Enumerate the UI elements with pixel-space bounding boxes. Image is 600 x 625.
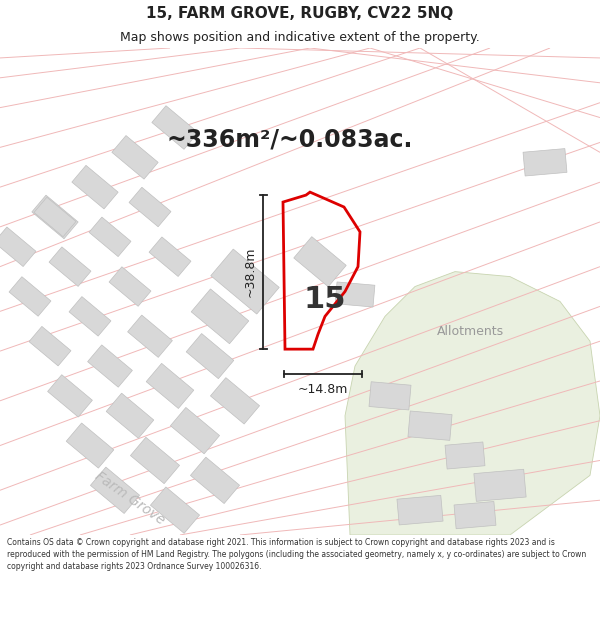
Polygon shape (9, 277, 51, 316)
Polygon shape (146, 363, 194, 409)
Polygon shape (106, 393, 154, 438)
Polygon shape (109, 267, 151, 306)
Text: Farm Grove: Farm Grove (92, 469, 167, 528)
Text: ~336m²/~0.083ac.: ~336m²/~0.083ac. (167, 127, 413, 151)
Text: ~14.8m: ~14.8m (298, 383, 348, 396)
Polygon shape (191, 289, 249, 344)
Polygon shape (29, 326, 71, 366)
Polygon shape (89, 217, 131, 257)
Polygon shape (523, 149, 567, 176)
Polygon shape (294, 237, 346, 287)
Polygon shape (72, 166, 118, 209)
Polygon shape (170, 408, 220, 454)
Polygon shape (335, 282, 375, 307)
Text: Allotments: Allotments (436, 325, 503, 338)
Polygon shape (149, 237, 191, 276)
Polygon shape (130, 438, 179, 484)
Text: 15: 15 (304, 285, 346, 314)
Polygon shape (69, 297, 111, 336)
Polygon shape (211, 378, 260, 424)
Polygon shape (49, 247, 91, 286)
Polygon shape (88, 345, 133, 388)
Polygon shape (190, 457, 239, 504)
Text: ~38.8m: ~38.8m (244, 247, 257, 298)
Polygon shape (211, 249, 279, 314)
Polygon shape (152, 106, 198, 149)
Polygon shape (474, 469, 526, 501)
Polygon shape (32, 195, 78, 239)
Polygon shape (34, 198, 76, 237)
Polygon shape (128, 315, 172, 358)
Polygon shape (112, 136, 158, 179)
Polygon shape (397, 496, 443, 525)
Polygon shape (408, 411, 452, 441)
Polygon shape (345, 272, 600, 535)
Text: Map shows position and indicative extent of the property.: Map shows position and indicative extent… (120, 31, 480, 44)
Polygon shape (454, 501, 496, 529)
Text: 15, FARM GROVE, RUGBY, CV22 5NQ: 15, FARM GROVE, RUGBY, CV22 5NQ (146, 6, 454, 21)
Polygon shape (0, 227, 36, 266)
Polygon shape (186, 334, 234, 379)
Polygon shape (369, 382, 411, 410)
Polygon shape (91, 467, 140, 514)
Polygon shape (47, 375, 92, 417)
Polygon shape (129, 188, 171, 227)
Text: Contains OS data © Crown copyright and database right 2021. This information is : Contains OS data © Crown copyright and d… (7, 538, 586, 571)
Polygon shape (445, 442, 485, 469)
Polygon shape (66, 423, 114, 468)
Polygon shape (151, 487, 200, 533)
